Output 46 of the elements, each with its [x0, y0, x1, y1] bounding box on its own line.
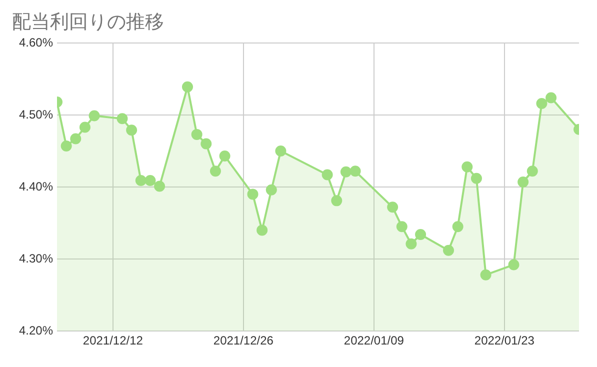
point	[210, 166, 221, 177]
point	[480, 269, 492, 280]
y-tick-label: 4.20%	[18, 323, 54, 338]
point	[135, 175, 146, 186]
point	[415, 229, 426, 240]
point	[126, 124, 138, 136]
point	[443, 244, 454, 256]
x-tick-label: 2021/12/26	[213, 334, 274, 348]
point	[508, 259, 520, 270]
point	[470, 172, 482, 184]
point	[322, 169, 333, 180]
point	[387, 202, 398, 213]
x-tick-label: 2021/12/12	[82, 334, 144, 348]
point	[518, 176, 529, 188]
point	[256, 224, 268, 236]
point	[247, 188, 258, 200]
point	[219, 150, 230, 162]
point	[144, 175, 156, 186]
point	[350, 166, 361, 177]
point	[200, 138, 212, 150]
point	[406, 238, 417, 250]
point	[331, 195, 342, 206]
x-tick-label: 2022/01/23	[474, 334, 535, 348]
point	[70, 133, 82, 144]
point	[266, 184, 277, 196]
point	[88, 110, 100, 122]
point	[452, 221, 464, 232]
y-tick-label: 4.30%	[18, 251, 54, 266]
point	[275, 146, 286, 156]
point	[536, 98, 548, 109]
point	[79, 122, 90, 133]
point	[60, 140, 72, 152]
y-tick-label: 4.40%	[18, 179, 54, 194]
point	[546, 92, 557, 104]
point	[154, 180, 166, 192]
y-tick-label: 4.60%	[18, 35, 54, 50]
point	[182, 81, 193, 92]
point	[526, 166, 538, 177]
point	[340, 166, 352, 178]
point	[116, 113, 128, 124]
point	[462, 161, 473, 172]
x-tick-label: 2022/01/09	[344, 334, 404, 348]
point	[191, 128, 202, 140]
point	[396, 221, 408, 232]
y-tick-label: 4.50%	[18, 107, 54, 122]
chart-title: 配当利回りの推移	[12, 10, 164, 35]
